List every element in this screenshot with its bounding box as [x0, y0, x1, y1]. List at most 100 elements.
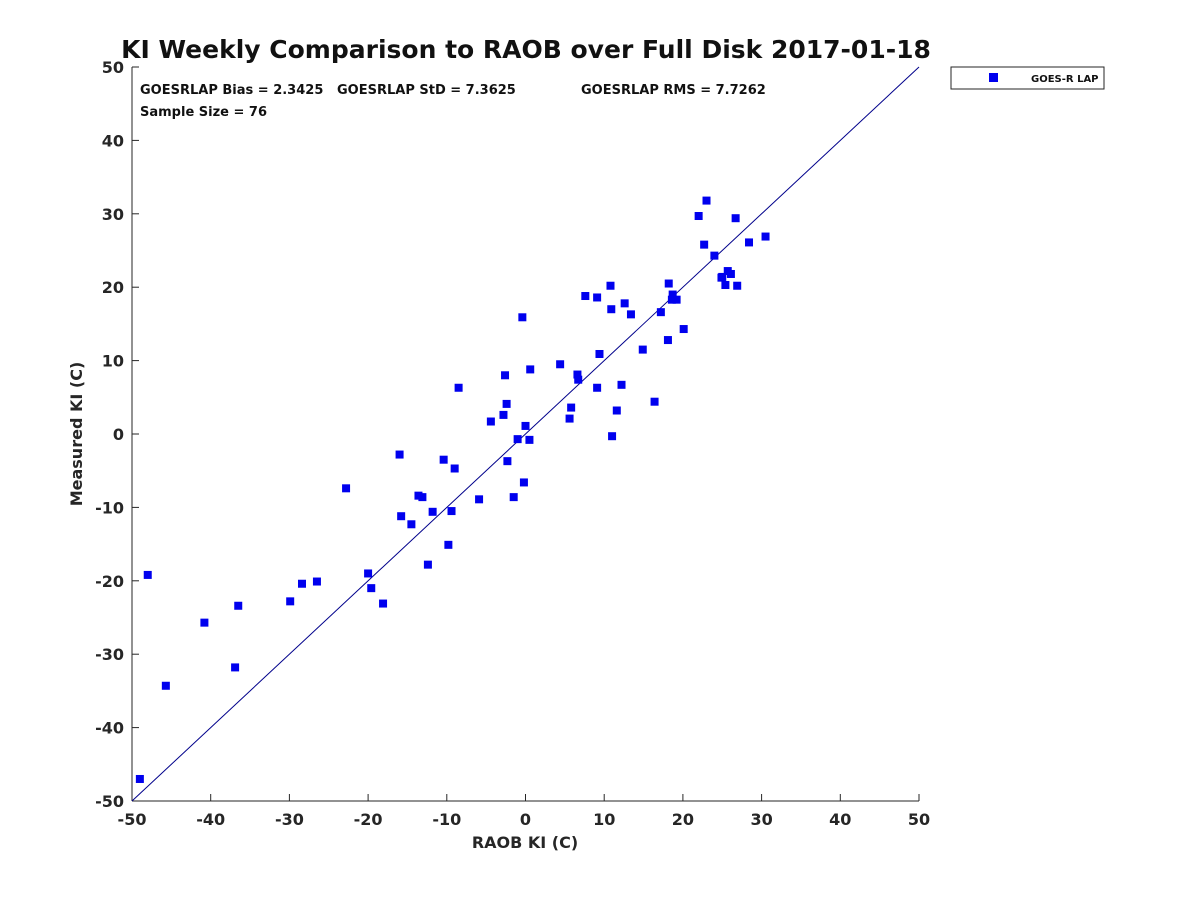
data-point	[702, 196, 711, 205]
data-point	[672, 295, 681, 304]
x-axis-label: RAOB KI (C)	[472, 833, 578, 852]
data-point	[656, 308, 665, 317]
x-tick-label: -40	[196, 810, 225, 829]
data-point	[518, 313, 527, 322]
data-point	[761, 232, 770, 241]
data-point	[694, 212, 703, 221]
y-tick-label: 0	[113, 425, 124, 444]
data-point	[726, 269, 735, 278]
data-point	[574, 375, 583, 384]
data-point	[718, 272, 727, 281]
data-point	[526, 365, 535, 374]
y-tick-label: -20	[95, 572, 124, 591]
data-point	[501, 371, 510, 380]
data-point	[745, 238, 754, 247]
x-tick-label: 10	[593, 810, 615, 829]
data-point	[581, 292, 590, 301]
y-tick-label: 40	[102, 131, 124, 150]
data-point	[135, 774, 144, 783]
data-point	[423, 560, 432, 569]
data-point	[638, 345, 647, 354]
x-tick-label: -10	[432, 810, 461, 829]
data-point	[234, 601, 243, 610]
data-point	[513, 435, 522, 444]
data-point	[593, 383, 602, 392]
x-tick-label: -20	[354, 810, 383, 829]
data-point	[418, 493, 427, 502]
data-point	[444, 540, 453, 549]
bias-annotation: GOESRLAP Bias = 2.3425	[140, 83, 323, 98]
data-point	[608, 432, 617, 441]
std-annotation: GOESRLAP StD = 7.3625	[337, 83, 516, 98]
data-point	[297, 579, 306, 588]
data-point	[617, 380, 626, 389]
data-point	[663, 336, 672, 345]
reference-line	[131, 66, 920, 802]
x-tick-label: 40	[829, 810, 851, 829]
y-tick-label: 30	[102, 205, 124, 224]
data-point	[503, 457, 512, 466]
data-point	[521, 421, 530, 430]
x-tick-label: 20	[672, 810, 694, 829]
data-point	[667, 295, 676, 304]
y-tick-label: -50	[95, 792, 124, 811]
data-point	[664, 279, 673, 288]
y-axis-label: Measured KI (C)	[67, 362, 86, 507]
y-tick-label: -40	[95, 719, 124, 738]
data-point	[499, 410, 508, 419]
data-point	[626, 310, 635, 319]
data-point	[573, 370, 582, 379]
data-point	[679, 325, 688, 334]
data-point	[395, 450, 404, 459]
data-point	[650, 397, 659, 406]
data-point	[556, 360, 565, 369]
x-tick-label: 50	[908, 810, 930, 829]
y-tick-label: -30	[95, 645, 124, 664]
data-point	[312, 577, 321, 586]
data-point	[143, 570, 152, 579]
sample-size-annotation: Sample Size = 76	[140, 105, 267, 120]
data-point	[519, 478, 528, 487]
data-point	[502, 399, 511, 408]
data-point	[364, 569, 373, 578]
data-point	[447, 507, 456, 516]
legend: GOES-R LAP	[950, 66, 1105, 90]
data-point	[700, 240, 709, 249]
chart-title: KI Weekly Comparison to RAOB over Full D…	[121, 35, 931, 64]
data-point	[450, 464, 459, 473]
data-point	[454, 383, 463, 392]
y-tick-label: -10	[95, 498, 124, 517]
data-point	[231, 663, 240, 672]
x-tick-label: -30	[275, 810, 304, 829]
x-tick-label: 0	[520, 810, 531, 829]
y-tick-label: 20	[102, 278, 124, 297]
legend-box	[950, 66, 1105, 90]
data-point	[525, 435, 534, 444]
data-point	[668, 290, 677, 299]
data-point	[606, 281, 615, 290]
y-tick-label: 50	[102, 58, 124, 77]
data-point	[379, 599, 388, 608]
data-point	[286, 597, 295, 606]
data-point	[593, 293, 602, 302]
data-point	[710, 251, 719, 260]
y-ticks: -50 -40 -30 -20 -10 0 10 20 30 40 50	[95, 58, 139, 811]
legend-label-goes-r-lap: GOES-R LAP	[1031, 74, 1099, 85]
data-point	[620, 299, 629, 308]
data-point	[731, 214, 740, 223]
plot-area: -50 -40 -30 -20 -10 0 10 20 30 40 50 -50-40-30-20-…	[95, 58, 930, 829]
data-point	[595, 349, 604, 358]
rms-annotation: GOESRLAP RMS = 7.7262	[581, 83, 766, 98]
data-point	[565, 414, 574, 423]
data-points	[135, 196, 770, 783]
data-point	[607, 305, 616, 314]
x-tick-label: 30	[750, 810, 772, 829]
data-point	[733, 281, 742, 290]
data-point	[200, 618, 209, 627]
x-tick-label: -50	[118, 810, 147, 829]
data-point	[367, 584, 376, 593]
data-point	[612, 406, 621, 415]
data-point	[439, 455, 448, 464]
x-ticks: -50 -40 -30 -20 -10 0 10 20 30 40 50	[118, 794, 930, 829]
data-point	[397, 512, 406, 521]
